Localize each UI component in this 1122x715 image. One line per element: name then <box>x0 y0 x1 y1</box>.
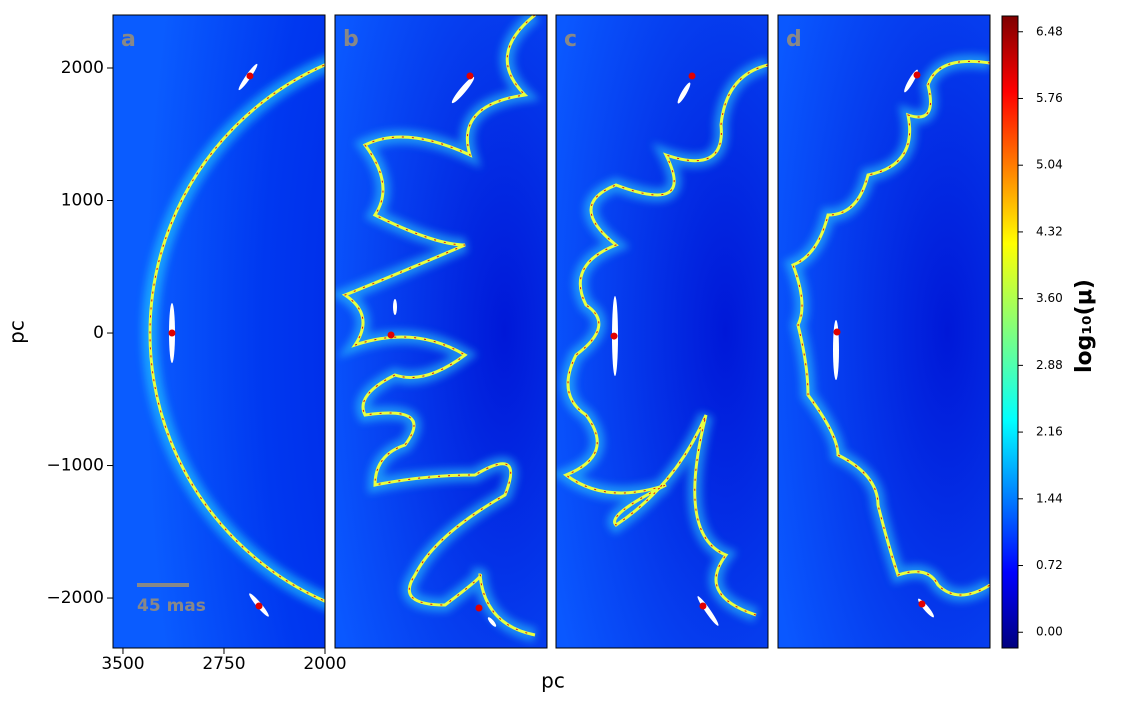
lensed-image <box>393 299 397 315</box>
panel-frame <box>334 14 548 649</box>
source-point <box>699 602 707 610</box>
source-point <box>833 328 841 336</box>
panel-frame <box>777 14 991 649</box>
y-axis-label: pc <box>5 320 29 344</box>
source-point <box>255 602 263 610</box>
x-tick-label: 2000 <box>303 654 346 674</box>
lensed-image <box>451 76 475 104</box>
colorbar <box>1001 15 1019 649</box>
panel-label: b <box>343 27 359 52</box>
colorbar-tick-label: 1.44 <box>1036 491 1063 505</box>
critical-curves <box>784 54 990 602</box>
y-tick-label: 2000 <box>61 58 104 78</box>
scale-bar-label: 45 mas <box>137 596 206 616</box>
panel-b <box>334 14 548 649</box>
colorbar-tick-label: 5.76 <box>1036 91 1063 105</box>
y-tick-label: −2000 <box>46 588 104 608</box>
source-point <box>913 71 921 79</box>
critical-curves <box>335 15 540 642</box>
panel-a <box>112 14 326 649</box>
colorbar-tick-label: 0.00 <box>1036 625 1063 639</box>
colorbar-tick-label: 4.32 <box>1036 224 1063 238</box>
x-tick-label: 2750 <box>202 654 245 674</box>
source-point <box>918 600 926 608</box>
colorbar-label: log₁₀(μ) <box>1072 279 1097 373</box>
panel-frame <box>112 14 326 649</box>
x-tick-label: 3500 <box>101 654 144 674</box>
panel-d <box>777 14 991 649</box>
colorbar-tick-label: 5.04 <box>1036 158 1063 172</box>
colorbar-tick-label: 0.72 <box>1036 558 1063 572</box>
lensed-image <box>487 617 497 627</box>
panel-label: d <box>786 27 802 52</box>
panel-c <box>555 14 769 649</box>
critical-curves <box>556 58 768 622</box>
panel-frame <box>555 14 769 649</box>
source-point <box>475 604 483 612</box>
colorbar-tick-label: 3.60 <box>1036 291 1063 305</box>
lensed-image <box>677 82 691 104</box>
critical-curve-core <box>149 64 325 602</box>
y-tick-label: 1000 <box>61 191 104 211</box>
colorbar-tick-label: 2.16 <box>1036 425 1063 439</box>
colorbar-tick-label: 2.88 <box>1036 358 1063 372</box>
panel-label: c <box>564 27 577 52</box>
y-tick-label: 0 <box>93 323 104 343</box>
colorbar-tick-label: 6.48 <box>1036 24 1063 38</box>
source-point <box>688 72 696 80</box>
source-point <box>387 331 395 339</box>
source-point <box>168 329 176 337</box>
y-tick-label: −1000 <box>46 456 104 476</box>
source-point <box>610 332 618 340</box>
panel-label: a <box>121 27 136 52</box>
source-point <box>246 72 254 80</box>
x-axis-label: pc <box>541 669 565 693</box>
source-point <box>466 72 474 80</box>
